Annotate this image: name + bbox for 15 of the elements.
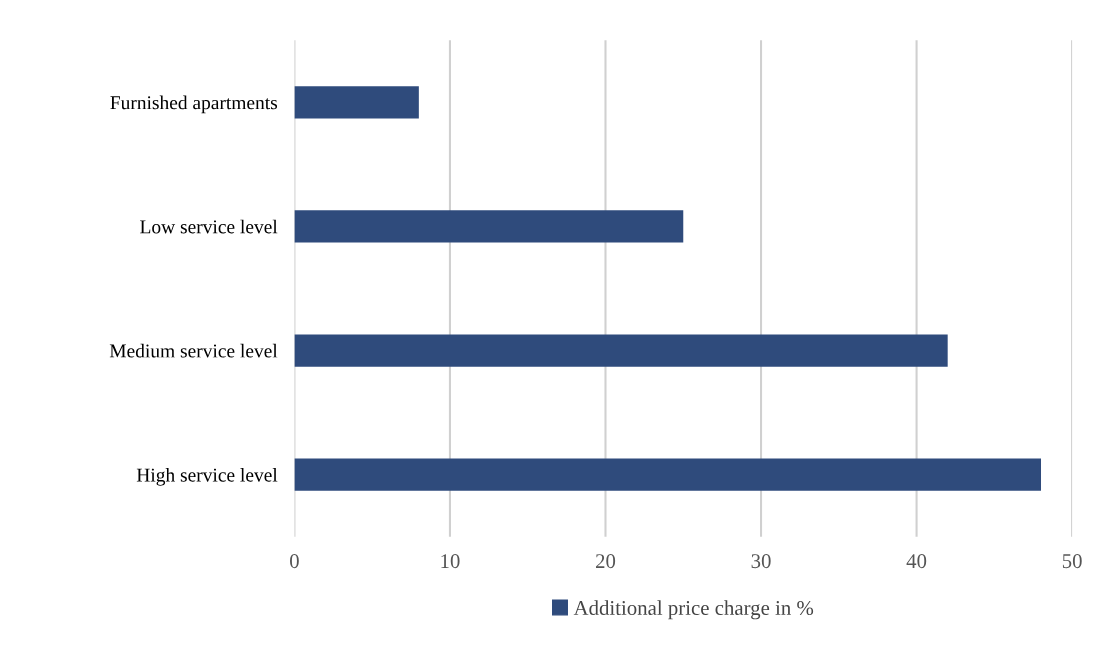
x-tick-label: 0	[290, 554, 299, 569]
bar	[294, 86, 419, 119]
bar	[294, 458, 1042, 491]
y-tick-label: High service level	[136, 467, 278, 486]
x-tick-label: 10	[441, 554, 460, 569]
x-tick-label: 30	[751, 554, 771, 569]
x-tick-label: 20	[595, 554, 616, 569]
legend-label: Additional price charge in %	[573, 600, 814, 620]
y-tick-label: Medium service level	[109, 343, 278, 358]
x-tick-label: 50	[1062, 554, 1082, 569]
y-tick-label: Furnished apartments	[110, 95, 278, 114]
bar	[294, 334, 948, 367]
bar	[294, 210, 684, 243]
y-tick-label: Low service level	[140, 219, 278, 234]
x-tick-label: 40	[906, 554, 927, 569]
